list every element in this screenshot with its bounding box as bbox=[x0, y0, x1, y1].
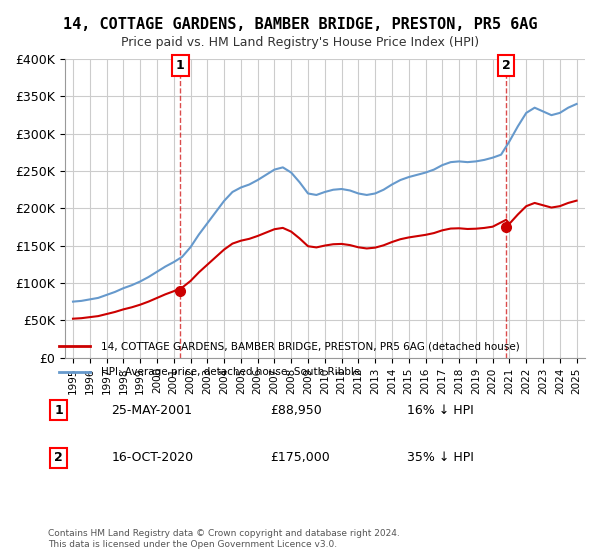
Text: 1: 1 bbox=[176, 59, 185, 72]
Text: £175,000: £175,000 bbox=[270, 451, 329, 464]
Text: 14, COTTAGE GARDENS, BAMBER BRIDGE, PRESTON, PR5 6AG: 14, COTTAGE GARDENS, BAMBER BRIDGE, PRES… bbox=[63, 17, 537, 32]
Text: Price paid vs. HM Land Registry's House Price Index (HPI): Price paid vs. HM Land Registry's House … bbox=[121, 36, 479, 49]
Text: 2: 2 bbox=[54, 451, 63, 464]
Text: 2: 2 bbox=[502, 59, 511, 72]
Text: £88,950: £88,950 bbox=[270, 404, 322, 417]
Text: 16% ↓ HPI: 16% ↓ HPI bbox=[407, 404, 474, 417]
Text: 16-OCT-2020: 16-OCT-2020 bbox=[112, 451, 193, 464]
Text: Contains HM Land Registry data © Crown copyright and database right 2024.
This d: Contains HM Land Registry data © Crown c… bbox=[48, 529, 400, 549]
Text: 1: 1 bbox=[54, 404, 63, 417]
Text: 35% ↓ HPI: 35% ↓ HPI bbox=[407, 451, 474, 464]
Text: 25-MAY-2001: 25-MAY-2001 bbox=[112, 404, 193, 417]
Text: HPI: Average price, detached house, South Ribble: HPI: Average price, detached house, Sout… bbox=[101, 367, 360, 377]
Text: 14, COTTAGE GARDENS, BAMBER BRIDGE, PRESTON, PR5 6AG (detached house): 14, COTTAGE GARDENS, BAMBER BRIDGE, PRES… bbox=[101, 341, 520, 351]
